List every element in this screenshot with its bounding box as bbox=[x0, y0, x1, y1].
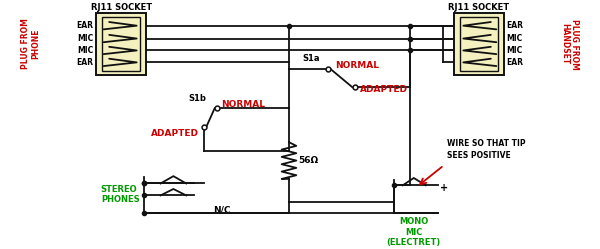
Text: PLUG FROM
HANDSET: PLUG FROM HANDSET bbox=[560, 19, 580, 69]
Text: PLUG FROM
PHONE: PLUG FROM PHONE bbox=[20, 19, 40, 69]
Text: ADAPTED: ADAPTED bbox=[359, 85, 407, 94]
Bar bbox=[454, 13, 503, 75]
Text: MIC: MIC bbox=[77, 34, 94, 43]
Text: MIC: MIC bbox=[506, 46, 523, 55]
Text: MONO
MIC
(ELECTRET): MONO MIC (ELECTRET) bbox=[386, 217, 441, 247]
Text: EAR: EAR bbox=[506, 21, 523, 30]
Bar bbox=[460, 17, 498, 71]
Text: NORMAL: NORMAL bbox=[335, 61, 379, 70]
Text: ADAPTED: ADAPTED bbox=[151, 129, 199, 138]
Text: MIC: MIC bbox=[506, 34, 523, 43]
Text: N/C: N/C bbox=[213, 206, 230, 215]
Text: RJ11 SOCKET: RJ11 SOCKET bbox=[91, 3, 152, 12]
Text: RJ11 SOCKET: RJ11 SOCKET bbox=[448, 3, 509, 12]
Text: +: + bbox=[440, 183, 448, 193]
Text: EAR: EAR bbox=[77, 21, 94, 30]
Text: S1b: S1b bbox=[188, 94, 206, 103]
Text: MIC: MIC bbox=[77, 46, 94, 55]
Bar bbox=[97, 13, 146, 75]
Text: STEREO
PHONES: STEREO PHONES bbox=[101, 185, 139, 204]
Bar bbox=[102, 17, 140, 71]
Text: EAR: EAR bbox=[506, 58, 523, 67]
Text: 56Ω: 56Ω bbox=[298, 156, 318, 165]
Text: EAR: EAR bbox=[77, 58, 94, 67]
Text: NORMAL: NORMAL bbox=[221, 100, 265, 109]
Text: WIRE SO THAT TIP
SEES POSITIVE: WIRE SO THAT TIP SEES POSITIVE bbox=[447, 139, 526, 160]
Text: S1a: S1a bbox=[302, 54, 320, 63]
